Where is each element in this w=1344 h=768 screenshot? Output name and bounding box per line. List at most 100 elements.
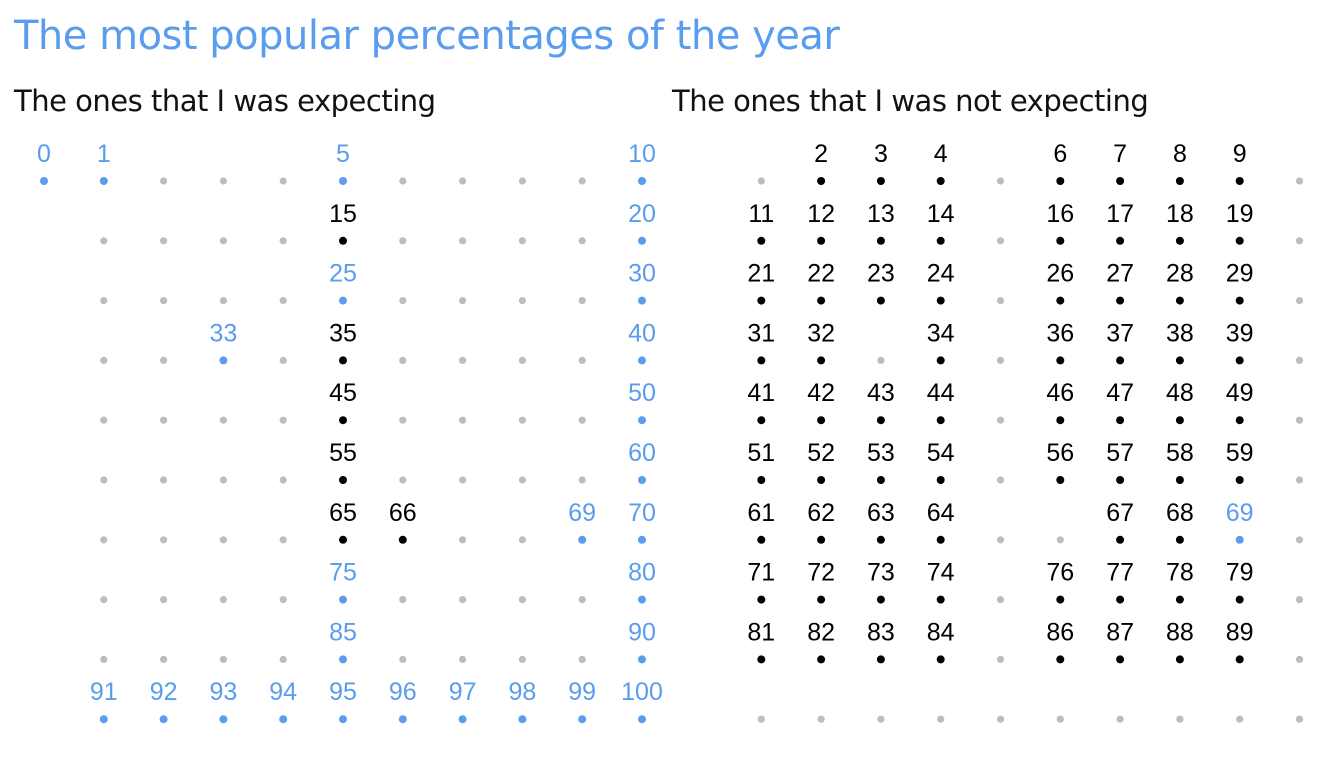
expected-dot-31 <box>100 356 108 364</box>
expected-dot-56 <box>399 476 407 484</box>
unexpected-label-14: 14 <box>927 200 955 228</box>
unexpected-label-74: 74 <box>927 559 955 587</box>
unexpected-dot-96 <box>1056 715 1064 723</box>
expected-label-5: 5 <box>336 140 350 168</box>
unexpected-label-67: 67 <box>1106 499 1134 527</box>
unexpected-label-86: 86 <box>1046 618 1074 646</box>
expected-dot-92 <box>159 715 168 724</box>
expected-label-60: 60 <box>628 439 656 467</box>
expected-dot-78 <box>518 596 527 604</box>
expected-dot-63 <box>219 536 227 544</box>
expected-label-70: 70 <box>628 499 656 527</box>
unexpected-dot-90 <box>1295 655 1304 664</box>
expected-label-30: 30 <box>628 260 656 288</box>
unexpected-dot-81 <box>757 655 766 664</box>
unexpected-dot-50 <box>1295 416 1304 424</box>
expected-dot-37 <box>459 356 467 364</box>
unexpected-dot-46 <box>1056 416 1065 425</box>
unexpected-dot-65 <box>996 536 1005 544</box>
expected-dot-7 <box>459 177 467 185</box>
unexpected-dot-34 <box>936 356 945 365</box>
unexpected-label-61: 61 <box>747 499 775 527</box>
expected-dot-80 <box>638 595 646 604</box>
unexpected-label-76: 76 <box>1046 559 1074 587</box>
expected-dot-96 <box>398 715 407 724</box>
unexpected-dot-7 <box>1116 177 1125 185</box>
expected-dot-62 <box>160 536 168 544</box>
unexpected-dot-98 <box>1176 715 1184 723</box>
expected-dot-68 <box>518 536 527 544</box>
unexpected-label-18: 18 <box>1166 200 1194 228</box>
expected-label-55: 55 <box>329 439 357 467</box>
unexpected-label-56: 56 <box>1046 439 1074 467</box>
expected-dot-13 <box>219 237 227 245</box>
unexpected-label-16: 16 <box>1046 200 1074 228</box>
expected-dot-93 <box>219 715 228 724</box>
expected-dot-48 <box>518 416 527 424</box>
expected-dot-75 <box>339 595 347 604</box>
expected-dot-65 <box>339 535 347 544</box>
expected-dot-69 <box>578 535 587 544</box>
expected-dot-45 <box>339 416 347 425</box>
expected-dot-82 <box>160 655 168 664</box>
expected-dot-58 <box>518 476 527 484</box>
expected-dot-43 <box>219 416 227 424</box>
expected-label-69: 69 <box>568 499 596 527</box>
expected-dot-8 <box>518 177 527 185</box>
unexpected-dot-3 <box>876 177 885 185</box>
unexpected-label-58: 58 <box>1166 439 1194 467</box>
expected-dot-20 <box>638 236 646 245</box>
unexpected-dot-64 <box>936 535 945 544</box>
unexpected-dot-74 <box>936 595 945 604</box>
unexpected-dot-72 <box>817 595 826 604</box>
unexpected-dot-91 <box>757 715 765 723</box>
expected-dot-67 <box>459 536 467 544</box>
unexpected-label-19: 19 <box>1226 200 1254 228</box>
expected-dot-98 <box>518 715 527 724</box>
unexpected-dot-36 <box>1056 356 1065 365</box>
expected-label-95: 95 <box>329 678 357 706</box>
unexpected-label-37: 37 <box>1106 319 1134 347</box>
expected-dot-36 <box>399 356 407 364</box>
unexpected-label-88: 88 <box>1166 618 1194 646</box>
expected-dot-50 <box>638 416 646 425</box>
expected-dot-39 <box>578 356 586 364</box>
expected-dot-61 <box>100 536 108 544</box>
expected-dot-17 <box>459 237 467 245</box>
unexpected-label-46: 46 <box>1046 379 1074 407</box>
unexpected-dot-56 <box>1056 476 1065 484</box>
unexpected-label-4: 4 <box>934 140 948 168</box>
expected-dot-12 <box>160 237 168 245</box>
expected-dot-88 <box>518 655 527 664</box>
unexpected-dot-5 <box>996 177 1005 185</box>
unexpected-label-28: 28 <box>1166 260 1194 288</box>
unexpected-dot-20 <box>1295 237 1304 245</box>
unexpected-dot-77 <box>1116 595 1125 604</box>
unexpected-dot-89 <box>1235 655 1244 664</box>
unexpected-dot-45 <box>996 416 1005 424</box>
unexpected-label-8: 8 <box>1173 140 1187 168</box>
unexpected-dot-47 <box>1116 416 1125 425</box>
unexpected-label-49: 49 <box>1226 379 1254 407</box>
unexpected-dot-97 <box>1116 715 1124 723</box>
expected-label-93: 93 <box>209 678 237 706</box>
unexpected-dot-92 <box>817 715 825 723</box>
unexpected-label-84: 84 <box>927 618 955 646</box>
expected-dot-42 <box>160 416 168 424</box>
expected-label-15: 15 <box>329 200 357 228</box>
expected-dot-40 <box>638 356 646 365</box>
unexpected-dot-29 <box>1235 296 1244 305</box>
unexpected-label-73: 73 <box>867 559 895 587</box>
expected-dot-60 <box>638 476 646 484</box>
unexpected-dot-9 <box>1235 177 1244 185</box>
unexpected-dot-11 <box>757 236 766 245</box>
unexpected-dot-49 <box>1235 416 1244 425</box>
unexpected-label-34: 34 <box>927 319 955 347</box>
unexpected-dot-2 <box>817 177 826 185</box>
unexpected-dot-62 <box>817 535 826 544</box>
unexpected-label-41: 41 <box>747 379 775 407</box>
unexpected-label-82: 82 <box>807 618 835 646</box>
expected-dot-86 <box>399 655 407 664</box>
